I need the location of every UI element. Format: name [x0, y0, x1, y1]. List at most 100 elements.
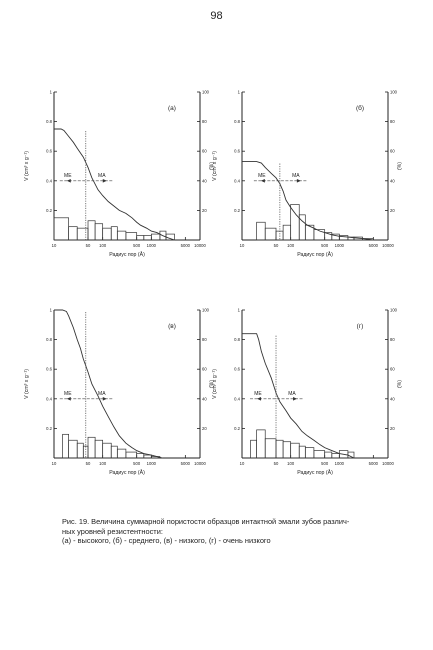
panel-label: (г)	[357, 323, 364, 330]
y-tick-label-left: 0.6	[234, 149, 240, 154]
histogram-bar	[290, 442, 300, 459]
y-tick-label-right: 40	[202, 396, 207, 401]
histogram-bar	[282, 441, 292, 459]
x-tick-label: 1000	[335, 243, 345, 248]
histogram-bar	[256, 221, 266, 241]
histogram-bar	[250, 439, 258, 459]
x-tick-label: 100	[99, 461, 107, 466]
x-tick-label: 50	[274, 243, 279, 248]
page-number: 98	[210, 10, 223, 22]
x-tick-label: 100	[99, 243, 107, 248]
y-tick-label-right: 40	[390, 178, 395, 183]
me-arrowhead	[66, 179, 71, 183]
histogram-bar	[102, 227, 112, 241]
x-tick-label: 10	[240, 243, 245, 248]
y-tick-label-right: 80	[390, 119, 395, 124]
y-tick-label-left: 0.2	[234, 208, 240, 213]
y-tick-label-left: 0.2	[46, 426, 52, 431]
ma-arrowhead	[293, 397, 298, 401]
cumulative-curve	[54, 128, 175, 241]
histogram-bar	[76, 227, 89, 241]
y-tick-label-left: 0.6	[46, 149, 52, 154]
histogram-bar	[87, 436, 96, 459]
caption-line-1: Рис. 19. Величина суммарной пористости о…	[62, 517, 350, 526]
y-tick-label-left: 0.8	[234, 119, 240, 124]
x-tick-label: 50	[86, 243, 91, 248]
me-label: ME	[64, 391, 72, 397]
y-tick-label-right: 20	[390, 208, 395, 213]
x-tick-label: 5000	[181, 243, 191, 248]
caption-line-2: ных уровней резистентности:	[62, 526, 163, 536]
x-tick-label: 10	[52, 461, 57, 466]
y-axis-label-right: (%)	[209, 162, 215, 170]
histogram-bar	[94, 439, 104, 459]
cumulative-curve	[54, 309, 163, 459]
y-tick-label-right: 20	[390, 426, 395, 431]
y-tick-label-right: 60	[390, 367, 395, 372]
x-tick-label: 500	[133, 243, 141, 248]
y-tick-label-left: 0.8	[46, 337, 52, 342]
y-tick-label-right: 100	[390, 308, 398, 313]
y-tick-label-right: 20	[202, 426, 207, 431]
y-tick-label-right: 100	[202, 90, 210, 95]
histogram-bar	[256, 429, 266, 459]
y-tick-label-left: 0.4	[234, 396, 240, 401]
y-axis-label-left: V (cm³ x g⁻¹)	[24, 369, 30, 399]
chart-panel-b: 0.2 0.4 0.6 0.8 1 20 40 60 80 100 10 50 100 500 1000 50…	[212, 90, 403, 259]
y-tick-label-left: 0.4	[46, 178, 52, 183]
me-label: ME	[254, 391, 262, 397]
me-arrowhead	[66, 397, 71, 401]
histogram-bar	[313, 450, 326, 459]
me-label: ME	[64, 173, 72, 179]
y-tick-label-left: 0.4	[46, 396, 52, 401]
ma-label: MA	[98, 173, 106, 179]
y-tick-label-left: 0.6	[46, 367, 52, 372]
histogram-bar	[94, 223, 104, 241]
y-tick-label-right: 80	[202, 337, 207, 342]
x-tick-label: 1000	[147, 461, 157, 466]
x-tick-label: 10	[240, 461, 245, 466]
y-tick-label-right: 40	[390, 396, 395, 401]
histogram-bar	[264, 438, 277, 459]
x-tick-label: 50	[274, 461, 279, 466]
histogram-bar	[116, 230, 127, 241]
histogram-bar	[125, 232, 138, 241]
y-tick-label-left: 1	[50, 90, 53, 95]
x-tick-label: 500	[133, 461, 141, 466]
histogram-bar	[298, 445, 306, 459]
y-tick-label-right: 60	[202, 367, 207, 372]
cumulative-curve	[242, 161, 374, 241]
x-tick-label: 10000	[382, 461, 394, 466]
x-tick-label: 10000	[382, 243, 394, 248]
y-tick-label-left: 0.2	[234, 426, 240, 431]
histogram-bar	[331, 453, 340, 459]
x-tick-label: 1000	[335, 461, 345, 466]
x-tick-label: 1000	[147, 243, 157, 248]
x-axis-label: Радиус пор (Å)	[297, 251, 333, 258]
histogram-bar	[143, 235, 152, 241]
y-tick-label-left: 0.6	[234, 367, 240, 372]
y-tick-label-left: 0.2	[46, 208, 52, 213]
histogram-bar	[110, 226, 118, 241]
ma-arrowhead	[102, 397, 107, 401]
y-tick-label-right: 100	[390, 90, 398, 95]
figure-caption: Рис. 19. Величина суммарной пористости о…	[62, 517, 392, 546]
y-axis-label-right: (%)	[209, 380, 215, 388]
x-tick-label: 5000	[369, 243, 379, 248]
y-tick-label-right: 40	[202, 178, 207, 183]
y-tick-label-left: 1	[50, 308, 53, 313]
cumulative-curve	[242, 333, 355, 459]
histogram-bar	[282, 224, 292, 241]
x-tick-label: 100	[287, 461, 295, 466]
x-tick-label: 10	[52, 243, 57, 248]
caption-line-3: (а) - высокого, (б) - среднего, (в) - ни…	[62, 536, 271, 545]
histogram-bar	[62, 433, 70, 459]
x-tick-label: 50	[86, 461, 91, 466]
y-axis-label-left: V (cm³ x g⁻¹)	[24, 151, 30, 181]
y-tick-label-left: 1	[238, 90, 241, 95]
histogram-bar	[304, 447, 315, 459]
histogram-bar	[275, 439, 284, 459]
histogram-bar	[53, 217, 70, 241]
me-arrowhead	[257, 397, 262, 401]
x-tick-label: 500	[321, 243, 329, 248]
